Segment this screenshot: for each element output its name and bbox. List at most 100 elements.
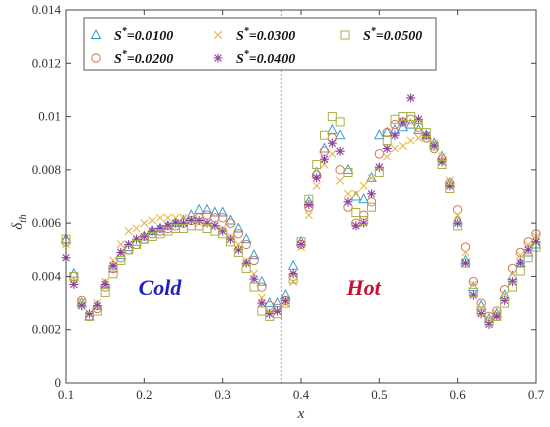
legend-label: S*=0.0300 (236, 26, 295, 44)
series-4 (61, 93, 541, 329)
data-point (148, 216, 157, 225)
data-point (445, 184, 455, 194)
data-point (233, 247, 243, 257)
data-point (240, 233, 252, 244)
data-point (116, 255, 126, 265)
data-point (163, 213, 172, 222)
y-tick-label: 0.01 (38, 109, 61, 124)
data-point (304, 194, 314, 204)
data-point (327, 112, 337, 122)
series-layer (60, 93, 542, 329)
data-point (155, 223, 165, 233)
data-point (421, 130, 431, 140)
data-point (241, 263, 251, 273)
data-point (273, 309, 282, 319)
data-point (461, 258, 470, 268)
data-point (500, 295, 510, 305)
data-point (421, 128, 431, 138)
data-point (249, 274, 259, 284)
data-point (139, 231, 149, 241)
data-point (367, 173, 376, 182)
data-point (296, 237, 306, 247)
data-point (217, 213, 228, 223)
legend-entry: S*=0.0200 (91, 49, 173, 67)
data-point (202, 218, 212, 228)
data-point (343, 189, 353, 198)
data-point (413, 123, 424, 134)
data-point (108, 269, 118, 279)
data-point (124, 227, 133, 236)
data-point (515, 247, 526, 258)
data-point (336, 176, 345, 185)
data-point (359, 218, 369, 228)
data-point (398, 117, 408, 127)
data-point (469, 280, 478, 289)
x-axis-ticks: 0.1 0.2 0.3 0.4 0.5 0.6 0.7 (58, 10, 545, 402)
data-point (351, 221, 361, 231)
data-point (201, 203, 213, 214)
data-point (437, 160, 447, 170)
data-point (304, 199, 314, 209)
data-point (296, 239, 306, 249)
data-point (171, 218, 181, 228)
data-point (288, 269, 298, 279)
y-tick-label: 0.002 (32, 322, 61, 337)
data-point (256, 275, 268, 286)
data-point (508, 277, 517, 287)
legend-marker (90, 28, 102, 39)
data-point (334, 129, 346, 140)
data-point (343, 168, 353, 178)
data-point (280, 295, 290, 305)
data-point (460, 242, 471, 252)
x-tick-label: 0.4 (293, 387, 310, 402)
data-point (100, 279, 110, 289)
data-point (406, 112, 416, 122)
legend-entry: S*=0.0500 (340, 26, 422, 44)
data-point (374, 162, 384, 172)
data-point (523, 245, 533, 255)
data-point (209, 206, 221, 217)
data-point (249, 282, 259, 292)
data-point (468, 277, 479, 287)
data-point (320, 154, 329, 164)
data-point (335, 146, 345, 156)
data-point (155, 213, 165, 222)
x-tick-label: 0.2 (136, 387, 152, 402)
y-axis-label-main: δ (10, 222, 26, 230)
data-point (476, 309, 486, 319)
svg-text:δth: δth (10, 214, 29, 230)
y-tick-label: 0.008 (32, 162, 61, 177)
legend-marker (340, 30, 350, 40)
data-point (359, 215, 369, 225)
data-point (429, 141, 439, 151)
x-tick-label: 0.6 (450, 387, 467, 402)
data-point (304, 211, 313, 220)
data-point (77, 298, 87, 308)
data-point (226, 237, 235, 247)
x-tick-label: 0.5 (371, 387, 387, 402)
y-tick-label: 0.012 (32, 55, 61, 70)
data-point (343, 197, 353, 207)
data-point (233, 229, 244, 239)
data-point (226, 234, 235, 244)
data-point (515, 258, 525, 268)
plot-area: Cold Hot (60, 10, 542, 383)
data-point (383, 152, 392, 161)
data-point (390, 144, 400, 153)
data-point (249, 255, 259, 266)
data-point (414, 133, 423, 142)
y-tick-label: 0.014 (32, 2, 62, 17)
data-point (445, 181, 455, 191)
data-point (280, 298, 290, 308)
x-tick-label: 0.7 (528, 387, 545, 402)
data-point (414, 120, 423, 130)
legend-box (83, 17, 437, 71)
data-point (492, 311, 502, 321)
data-point (453, 211, 462, 220)
data-point (257, 298, 267, 308)
data-point (85, 311, 94, 321)
data-point (397, 121, 409, 132)
data-point (382, 136, 392, 146)
data-point (367, 202, 376, 212)
data-point (140, 219, 149, 228)
